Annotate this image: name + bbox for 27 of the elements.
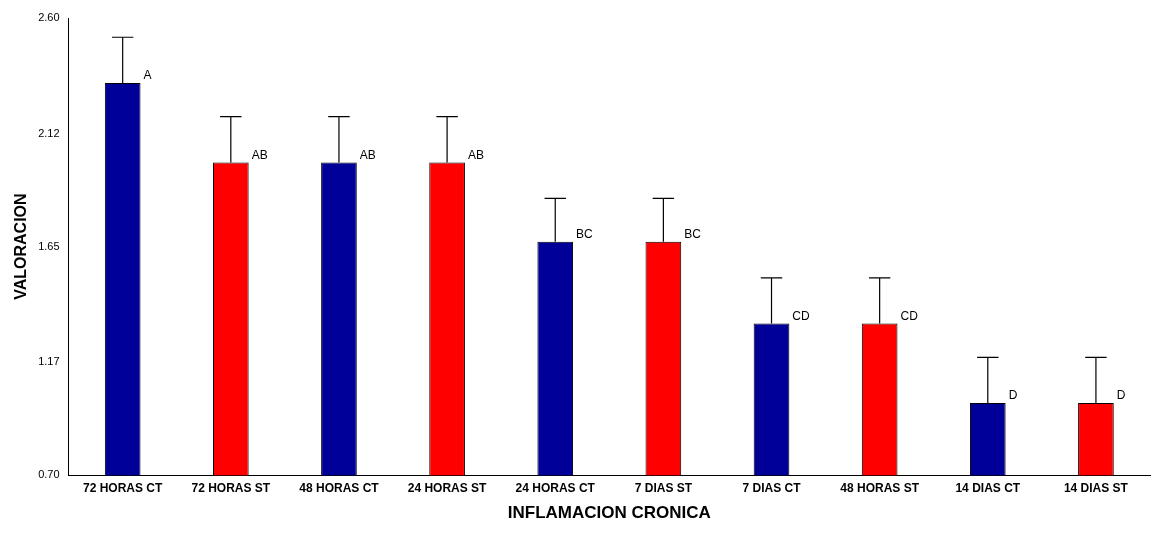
x-axis-title: INFLAMACION CRONICA [507,503,711,523]
annotation: BC [684,227,702,242]
annotation: CD [900,308,919,323]
annotation: D [1116,388,1126,403]
x-tick-label: 14 DIAS ST [1063,480,1129,495]
x-tick-label: 24 HORAS ST [407,480,488,495]
y-tick-label: 1.17 [38,355,60,368]
annotation: CD [792,308,811,323]
x-tick-label: 14 DIAS CT [955,480,1021,495]
y-tick-label: 1.65 [38,239,60,252]
y-tick-label: 2.60 [38,11,60,24]
x-tick-label: 24 HORAS CT [515,480,596,495]
y-tick-label: 0.70 [38,468,60,481]
x-tick-label: 48 HORAS CT [299,480,380,495]
x-tick-label: 72 HORAS ST [191,480,271,495]
annotation: D [1008,388,1018,403]
x-tick-label: 7 DIAS ST [634,480,693,495]
annotation: AB [251,147,268,162]
x-tick-label: 7 DIAS CT [742,480,802,495]
x-tick-label: 72 HORAS CT [83,480,164,495]
annotation: AB [359,147,376,162]
annotation: AB [467,147,484,162]
y-tick-label: 2.12 [38,126,60,139]
annotation: BC [576,227,594,242]
x-tick-label: 48 HORAS ST [840,480,920,495]
y-axis-title: VALORACION [12,193,30,300]
annotation: A [143,68,152,83]
